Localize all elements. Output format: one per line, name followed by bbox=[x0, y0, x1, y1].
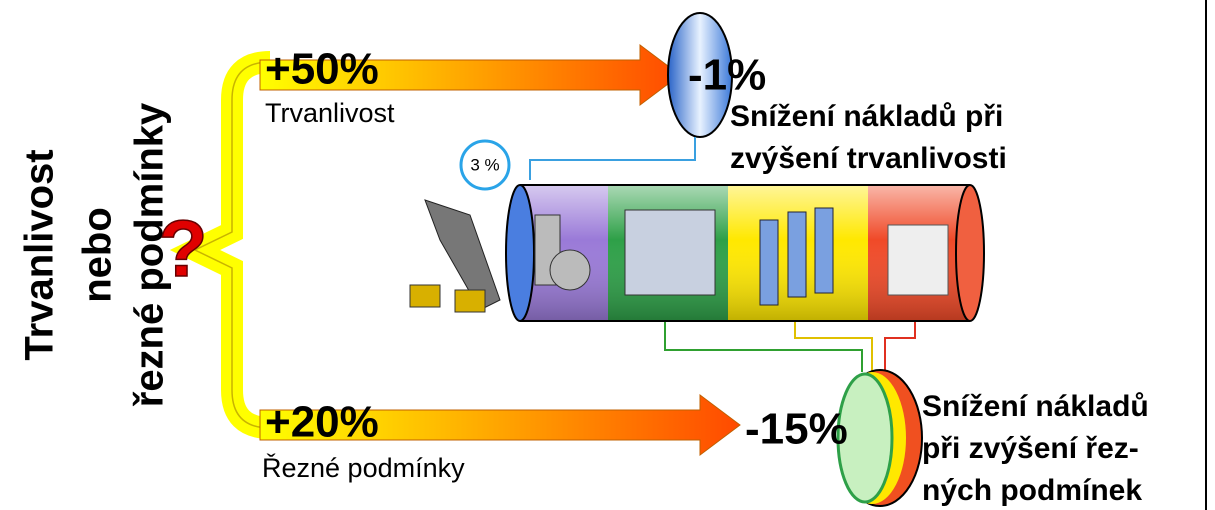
cylinder-outline bbox=[520, 184, 970, 322]
share-circle bbox=[459, 139, 511, 191]
label: Trvanlivost bbox=[265, 98, 395, 128]
note: Snížení nákladů při bbox=[730, 100, 1003, 133]
note: Snížení nákladů bbox=[922, 390, 1149, 423]
workers-icon bbox=[759, 207, 834, 306]
bracket-edge bbox=[193, 61, 271, 429]
lens bbox=[667, 12, 733, 138]
disc-face bbox=[836, 372, 894, 504]
border bbox=[1205, 0, 1207, 510]
cylinder-end bbox=[505, 184, 535, 322]
label: Řezné podmínky bbox=[262, 452, 465, 483]
side-label: Trvanlivost bbox=[18, 149, 62, 360]
connector bbox=[529, 137, 696, 180]
cylinder-end bbox=[955, 184, 985, 322]
connector bbox=[664, 320, 863, 372]
note: při zvýšení řez- bbox=[922, 432, 1139, 465]
share: 3 % bbox=[470, 155, 499, 174]
machine-icon bbox=[624, 209, 716, 296]
connector bbox=[884, 320, 916, 372]
gain: +20% bbox=[265, 398, 379, 447]
tool-icon bbox=[409, 199, 501, 313]
saving: -1% bbox=[688, 51, 766, 100]
side-label: řezné podmínky bbox=[128, 102, 172, 407]
material-icon bbox=[534, 214, 591, 291]
arrow-top bbox=[259, 44, 681, 106]
note: ných podmínek bbox=[922, 474, 1142, 507]
note: zvýšení trvanlivosti bbox=[730, 142, 1007, 175]
question-mark: ? bbox=[159, 204, 208, 293]
gain: +50% bbox=[265, 45, 379, 94]
saving: -15% bbox=[745, 405, 848, 454]
arrow-bottom bbox=[259, 394, 741, 456]
connector bbox=[794, 320, 873, 372]
side-label: nebo bbox=[76, 207, 120, 303]
factory-icon bbox=[887, 224, 949, 296]
